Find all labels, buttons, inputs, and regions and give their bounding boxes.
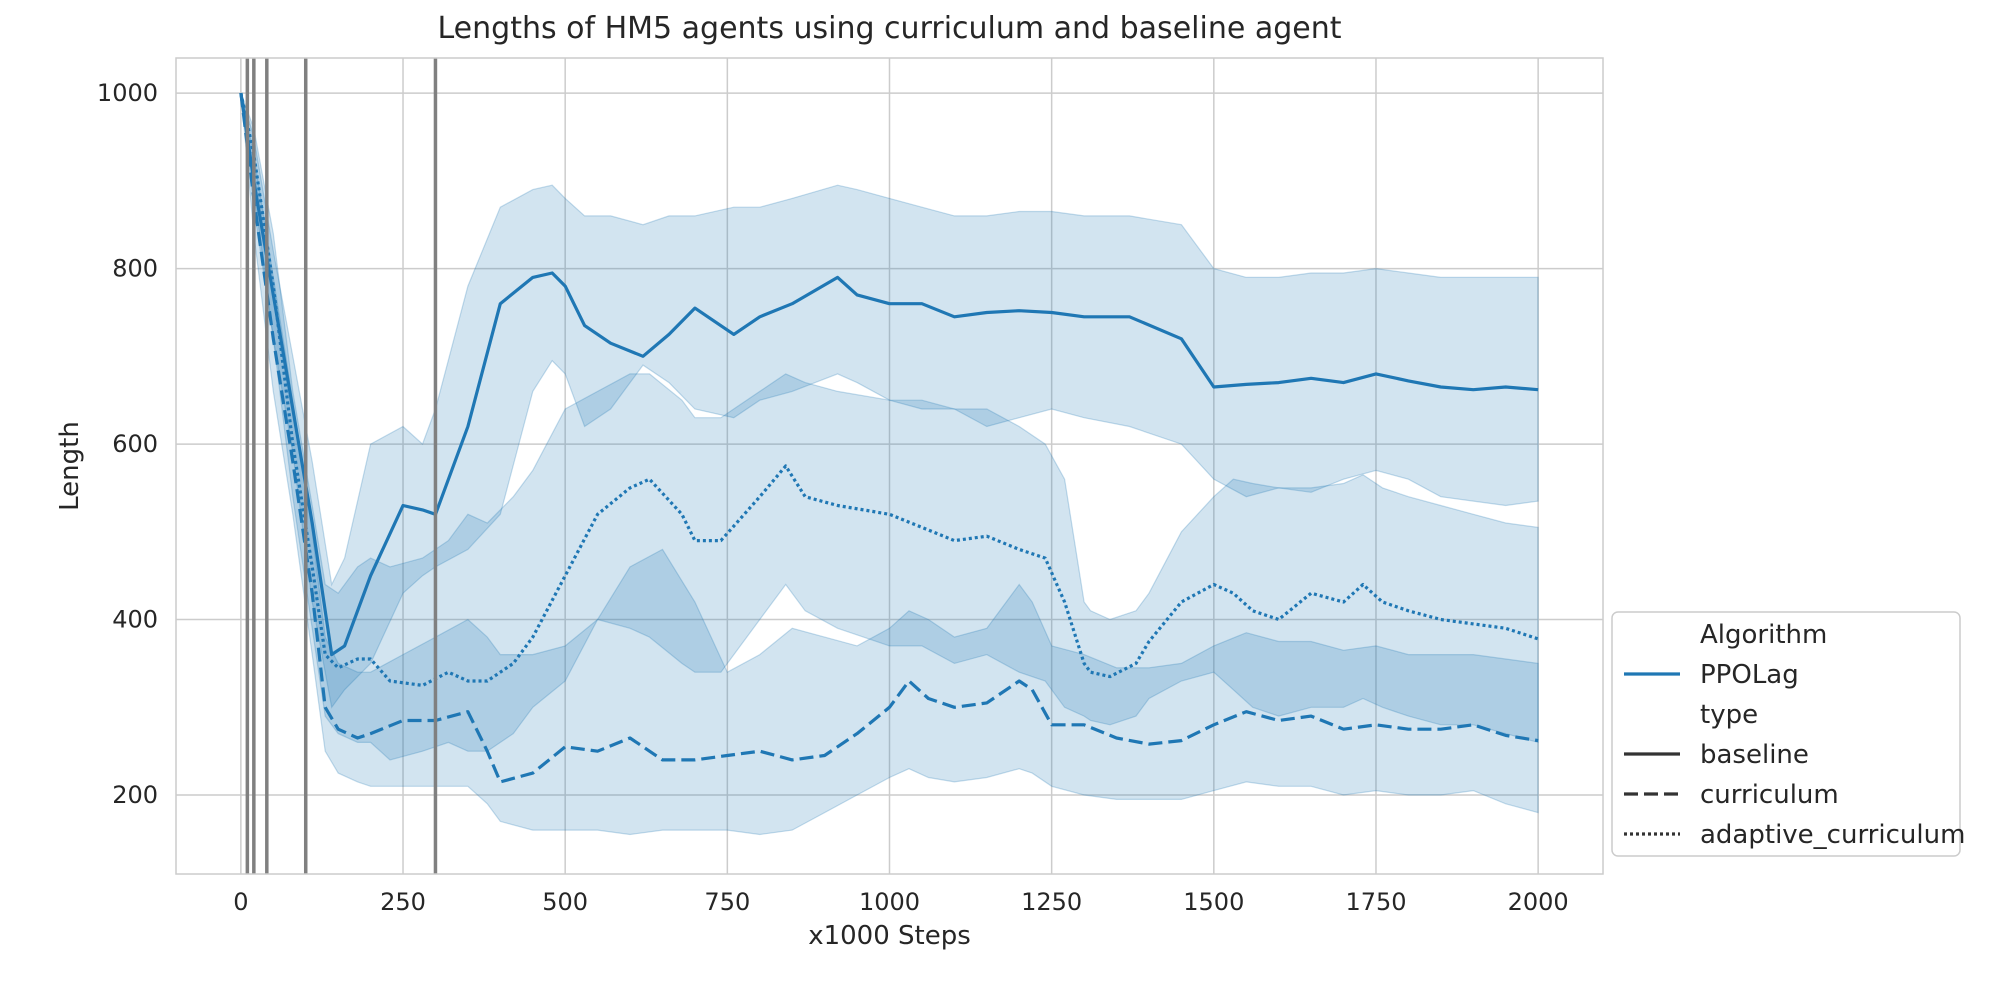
x-tick-label: 500 (542, 888, 588, 916)
series-line-curriculum (239, 92, 1539, 784)
x-tick-label: 1750 (1345, 888, 1406, 916)
y-tick-label: 400 (112, 606, 158, 634)
series-line-baseline (239, 92, 1539, 657)
x-tick-label: 750 (704, 888, 750, 916)
series-line-adaptive_curriculum (239, 92, 1539, 688)
y-tick-label: 600 (112, 430, 158, 458)
legend-label: curriculum (1700, 780, 1839, 810)
y-tick-label: 200 (112, 781, 158, 809)
plot-frame (175, 57, 1604, 875)
legend-label: adaptive_curriculum (1700, 820, 1965, 850)
chart-title: Lengths of HM5 agents using curriculum a… (438, 11, 1342, 46)
grid (176, 58, 1603, 874)
confidence-band-adaptive_curriculum (240, 92, 1539, 761)
legend-label: baseline (1700, 740, 1809, 770)
x-tick-label: 250 (380, 888, 426, 916)
legend-label: Algorithm (1700, 620, 1827, 650)
legend: Algorithm PPOLag type baseline curriculum ada… (1611, 611, 1965, 857)
curriculum-switch-lines (245, 58, 438, 874)
legend-label: PPOLag (1700, 660, 1799, 690)
confidence-band-curriculum (240, 92, 1539, 836)
y-axis-label: Length (55, 421, 85, 511)
x-axis-label: x1000 Steps (808, 921, 971, 951)
x-tick-label: 1250 (1021, 888, 1082, 916)
legend-label: type (1700, 700, 1758, 730)
y-tick-label: 1000 (97, 79, 158, 107)
x-tick-label: 1500 (1183, 888, 1244, 916)
y-tick-label: 800 (112, 255, 158, 283)
legend-box (1611, 611, 1961, 857)
x-tick-label: 0 (233, 888, 248, 916)
axis-ticks: 0 250 500 750 1000 1250 1500 1750 2000 200 400 600 8… (97, 79, 1569, 916)
confidence-bands (240, 92, 1539, 836)
x-tick-label: 1000 (859, 888, 920, 916)
x-tick-label: 2000 (1508, 888, 1569, 916)
series-lines (239, 92, 1539, 784)
